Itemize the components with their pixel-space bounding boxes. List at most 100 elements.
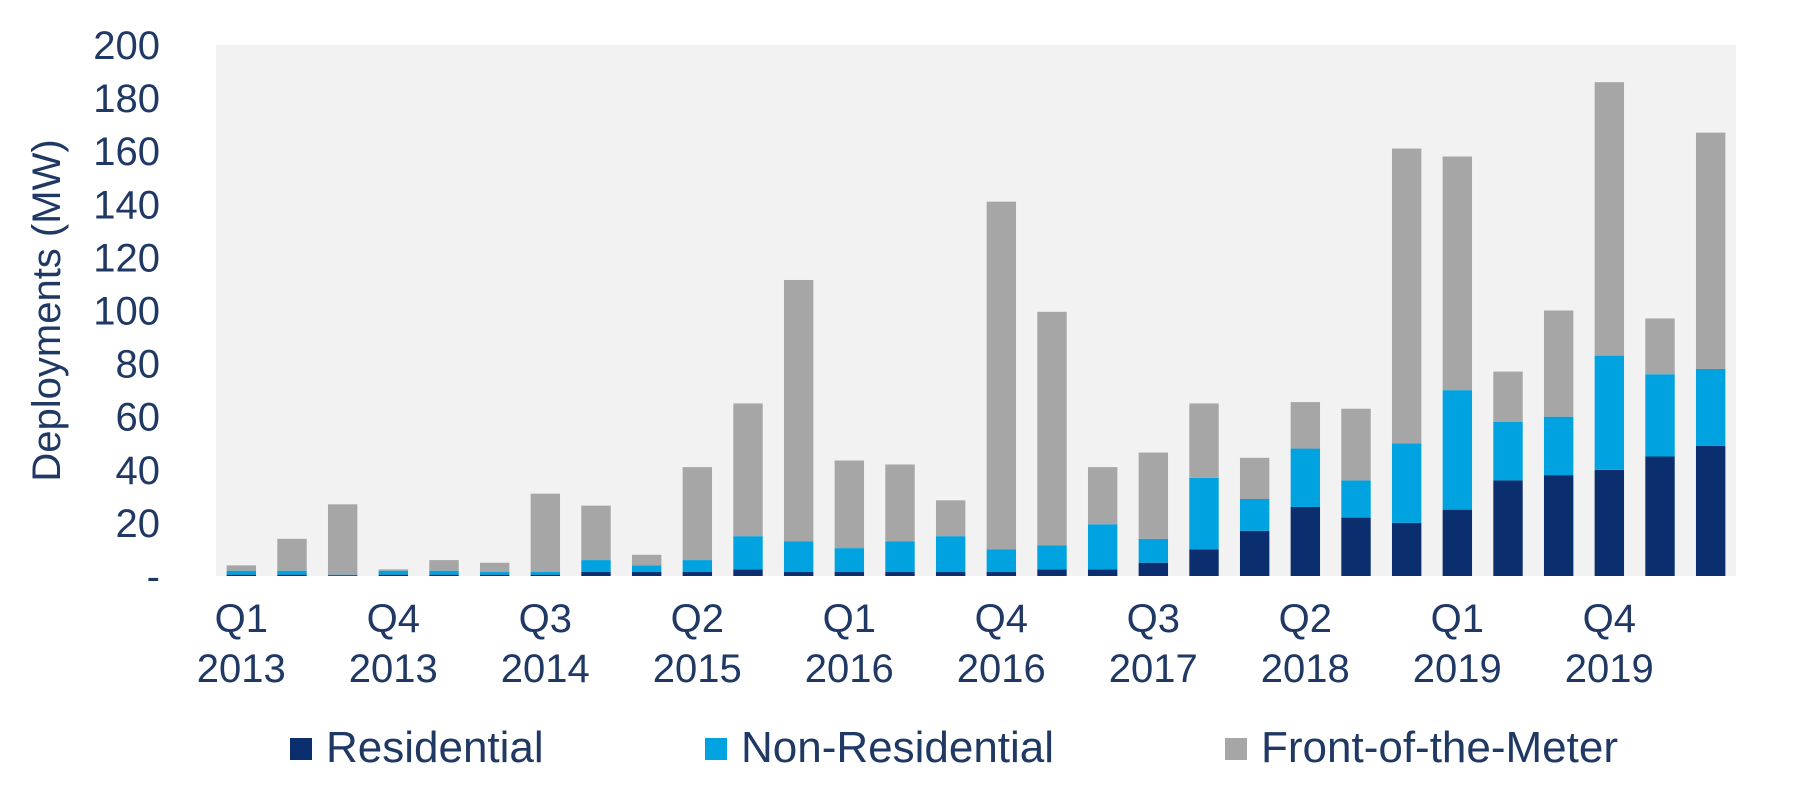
y-tick-label: 100 [93, 290, 160, 334]
x-tick-label: Q3 2017 [1109, 597, 1198, 691]
bar-residential-29 [1695, 445, 1726, 576]
bar-front-of-the-meter-12 [834, 460, 865, 549]
bar-residential-15 [986, 572, 1017, 576]
bar-residential-20 [1239, 530, 1270, 576]
bar-front-of-the-meter-19 [1189, 403, 1219, 478]
bar-non-residential-28 [1645, 374, 1675, 457]
bar-non-residential-7 [581, 560, 611, 573]
y-axis-ticks: - 20 40 60 80 100 120 140 160 180 200 [93, 24, 160, 599]
bar-non-residential-23 [1391, 443, 1422, 523]
x-tick-label: Q1 2019 [1413, 597, 1502, 691]
bar-front-of-the-meter-16 [1037, 311, 1067, 546]
bar-front-of-the-meter-10 [733, 403, 763, 537]
bar-non-residential-6 [530, 572, 561, 575]
bar-front-of-the-meter-7 [581, 505, 611, 561]
bar-non-residential-18 [1138, 538, 1169, 563]
bar-front-of-the-meter-29 [1695, 132, 1726, 369]
bar-front-of-the-meter-26 [1543, 310, 1574, 417]
bar-residential-9 [682, 572, 713, 576]
bar-front-of-the-meter-20 [1239, 457, 1270, 499]
x-tick-label: Q3 2014 [501, 597, 590, 691]
y-axis-label: Deployments (MW) [25, 139, 69, 481]
y-tick-label: 20 [116, 502, 161, 546]
bar-front-of-the-meter-28 [1645, 318, 1675, 375]
bar-residential-25 [1493, 480, 1523, 576]
bar-residential-7 [581, 572, 611, 576]
bar-residential-22 [1341, 517, 1371, 576]
x-tick-label: Q1 2016 [805, 597, 894, 691]
bar-non-residential-26 [1543, 416, 1574, 476]
bar-residential-16 [1037, 569, 1067, 576]
x-tick-label: Q4 2013 [349, 597, 438, 691]
bar-front-of-the-meter-1 [277, 538, 307, 571]
bar-non-residential-5 [479, 572, 510, 575]
bar-front-of-the-meter-14 [935, 500, 966, 537]
bar-front-of-the-meter-15 [986, 201, 1017, 550]
bar-residential-26 [1543, 475, 1574, 576]
bar-residential-5 [479, 574, 510, 576]
bar-front-of-the-meter-3 [378, 569, 409, 571]
bar-front-of-the-meter-4 [429, 560, 459, 571]
bar-residential-28 [1645, 456, 1675, 576]
bar-non-residential-13 [885, 541, 915, 573]
bar-residential-11 [783, 572, 814, 576]
bar-front-of-the-meter-2 [327, 504, 358, 575]
bar-non-residential-4 [429, 570, 459, 575]
bars-group [226, 82, 1726, 577]
legend-label-residential: Residential [326, 723, 544, 772]
x-tick-label: Q1 2013 [197, 597, 286, 691]
legend-label-front-of-the-meter: Front-of-the-Meter [1261, 723, 1618, 772]
bar-non-residential-25 [1493, 422, 1523, 481]
bar-non-residential-1 [277, 570, 307, 575]
bar-non-residential-24 [1442, 390, 1473, 510]
x-axis-ticks: Q1 2013 Q4 2013 Q3 2014 Q2 2015 Q1 2016 Q4 2016 Q3 20… [197, 597, 1654, 691]
x-tick-label: Q4 2019 [1565, 597, 1654, 691]
bar-residential-0 [226, 574, 257, 576]
legend-swatch-front-of-the-meter [1225, 738, 1247, 760]
bar-non-residential-10 [733, 536, 763, 570]
bar-front-of-the-meter-13 [885, 464, 915, 542]
bar-non-residential-14 [935, 536, 966, 573]
bar-non-residential-8 [631, 565, 662, 573]
bar-residential-8 [631, 572, 662, 576]
bar-residential-13 [885, 572, 915, 576]
bar-front-of-the-meter-23 [1391, 148, 1422, 444]
bar-non-residential-27 [1594, 355, 1625, 470]
bar-front-of-the-meter-8 [631, 554, 662, 566]
bar-residential-12 [834, 572, 865, 576]
bar-non-residential-20 [1239, 499, 1270, 531]
bar-residential-21 [1290, 506, 1321, 576]
bar-residential-2 [327, 575, 358, 576]
y-tick-label: 180 [93, 77, 160, 121]
bar-residential-23 [1391, 522, 1422, 576]
legend-label-non-residential: Non-Residential [741, 723, 1054, 772]
x-tick-label: Q4 2016 [957, 597, 1046, 691]
bar-front-of-the-meter-25 [1493, 371, 1523, 422]
y-tick-label: 140 [93, 183, 160, 227]
bar-residential-24 [1442, 509, 1473, 577]
bar-non-residential-22 [1341, 480, 1371, 518]
bar-residential-14 [935, 572, 966, 576]
bar-front-of-the-meter-5 [479, 562, 510, 573]
bar-residential-18 [1138, 562, 1169, 576]
bar-residential-3 [378, 574, 409, 576]
bar-non-residential-2 [327, 574, 358, 576]
bar-non-residential-15 [986, 549, 1017, 573]
bar-front-of-the-meter-18 [1138, 452, 1169, 539]
x-tick-label: Q2 2018 [1261, 597, 1350, 691]
y-tick-label: 200 [93, 24, 160, 68]
legend: Residential Non-Residential Front-of-the-M… [290, 723, 1618, 772]
bar-front-of-the-meter-22 [1341, 408, 1371, 481]
bar-front-of-the-meter-0 [226, 565, 257, 571]
plot-background [216, 45, 1736, 576]
y-tick-label: - [147, 555, 160, 599]
bar-non-residential-21 [1290, 448, 1321, 507]
bar-residential-19 [1189, 549, 1219, 576]
bar-front-of-the-meter-6 [530, 493, 561, 573]
bar-front-of-the-meter-9 [682, 467, 713, 561]
bar-non-residential-12 [834, 548, 865, 573]
bar-residential-1 [277, 574, 307, 576]
bar-residential-10 [733, 569, 763, 576]
y-tick-label: 60 [116, 396, 161, 440]
